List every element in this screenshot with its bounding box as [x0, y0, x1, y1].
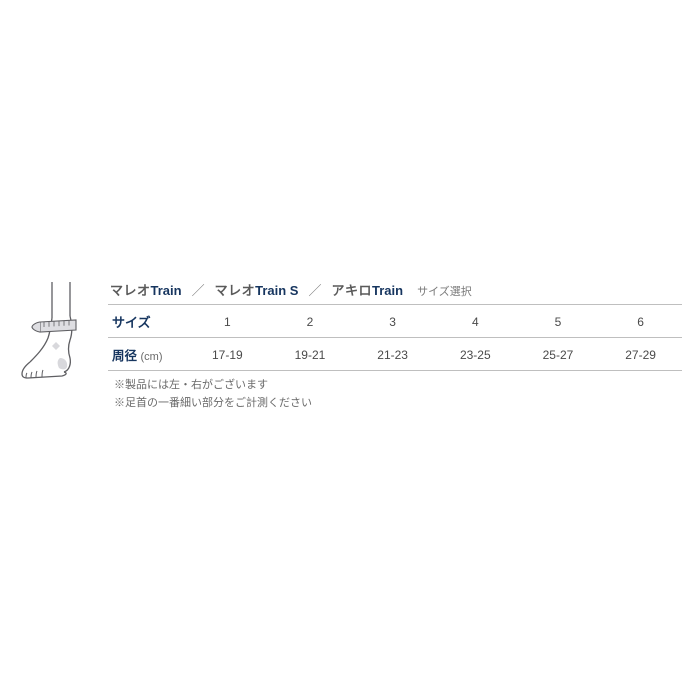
- size-col-4: 4: [434, 305, 517, 338]
- circ-val-1: 17-19: [186, 338, 269, 371]
- table-wrapper: マレオTrain ／ マレオTrain S ／ アキロTrain サイズ選択 サ…: [106, 278, 682, 412]
- product-2-en: Train S: [255, 283, 298, 298]
- product-header: マレオTrain ／ マレオTrain S ／ アキロTrain サイズ選択: [108, 278, 682, 305]
- foot-diagram-cell: [18, 278, 106, 395]
- circumference-unit: (cm): [141, 351, 163, 363]
- size-col-6: 6: [599, 305, 682, 338]
- circ-val-2: 19-21: [269, 338, 352, 371]
- table-row-sizes: サイズ 1 2 3 4 5 6: [108, 305, 682, 338]
- sizing-chart-block: マレオTrain ／ マレオTrain S ／ アキロTrain サイズ選択 サ…: [18, 278, 682, 412]
- size-col-3: 3: [351, 305, 434, 338]
- product-2-jp: マレオ: [215, 280, 256, 299]
- circumference-row-label: 周径 (cm): [108, 338, 186, 371]
- circumference-label-text: 周径: [112, 349, 137, 363]
- footnote-1: ※製品には左・右がございます: [114, 377, 682, 395]
- circ-val-6: 27-29: [599, 338, 682, 371]
- circ-val-4: 23-25: [434, 338, 517, 371]
- product-1-en: Train: [151, 283, 182, 298]
- size-table: サイズ 1 2 3 4 5 6 周径 (cm) 17-19: [108, 305, 682, 371]
- size-select-label: サイズ選択: [417, 283, 472, 299]
- product-3-en: Train: [372, 283, 403, 298]
- footnotes: ※製品には左・右がございます ※足首の一番細い部分をご計測ください: [108, 371, 682, 412]
- separator: ／: [308, 280, 321, 299]
- circ-val-3: 21-23: [351, 338, 434, 371]
- page: マレオTrain ／ マレオTrain S ／ アキロTrain サイズ選択 サ…: [0, 0, 700, 700]
- size-col-1: 1: [186, 305, 269, 338]
- circ-val-5: 25-27: [517, 338, 600, 371]
- footnote-2: ※足首の一番細い部分をご計測ください: [114, 395, 682, 413]
- separator: ／: [192, 280, 205, 299]
- size-col-2: 2: [269, 305, 352, 338]
- product-3-jp: アキロ: [332, 280, 373, 299]
- size-col-5: 5: [517, 305, 600, 338]
- table-row-circumference: 周径 (cm) 17-19 19-21 21-23 23-25 25-27 27…: [108, 338, 682, 371]
- foot-measurement-icon: [18, 280, 100, 390]
- size-row-label: サイズ: [108, 305, 186, 338]
- chart-row: マレオTrain ／ マレオTrain S ／ アキロTrain サイズ選択 サ…: [18, 278, 682, 412]
- product-1-jp: マレオ: [110, 280, 151, 299]
